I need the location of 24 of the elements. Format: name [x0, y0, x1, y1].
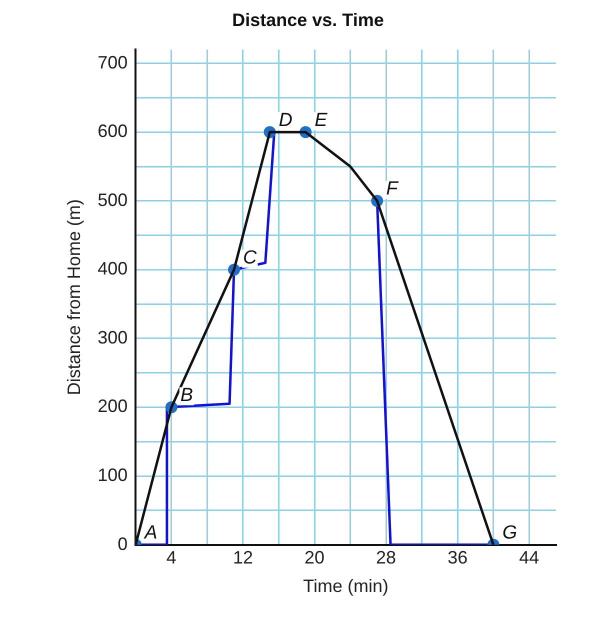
y-tick-label: 0 [118, 534, 128, 554]
annotation: A [144, 522, 158, 544]
annotation: F [386, 178, 400, 200]
y-axis-title: Distance from Home (m) [64, 199, 84, 396]
y-tick-label: 700 [98, 52, 128, 72]
x-tick-label: 20 [304, 548, 325, 568]
annotation: B [180, 385, 194, 406]
y-tick-label: 100 [98, 464, 128, 485]
y-tick-label: 300 [98, 327, 128, 348]
x-tick-label: 44 [519, 548, 540, 568]
y-tick-label: 400 [98, 258, 128, 279]
annotation: D [278, 110, 293, 131]
x-tick-label: 12 [232, 548, 253, 568]
x-tick-label: 28 [376, 548, 396, 568]
annotation: C [243, 247, 258, 268]
annotation: G [502, 522, 518, 544]
x-tick-label: 36 [448, 548, 468, 568]
y-tick-label: 600 [98, 121, 128, 142]
x-tick-label: 4 [166, 548, 176, 568]
chart-title: Distance vs. Time [232, 10, 384, 30]
y-tick-label: 200 [98, 396, 128, 416]
annotation: E [314, 110, 328, 131]
y-tick-label: 500 [98, 190, 128, 210]
x-axis-title: Time (min) [303, 576, 388, 596]
